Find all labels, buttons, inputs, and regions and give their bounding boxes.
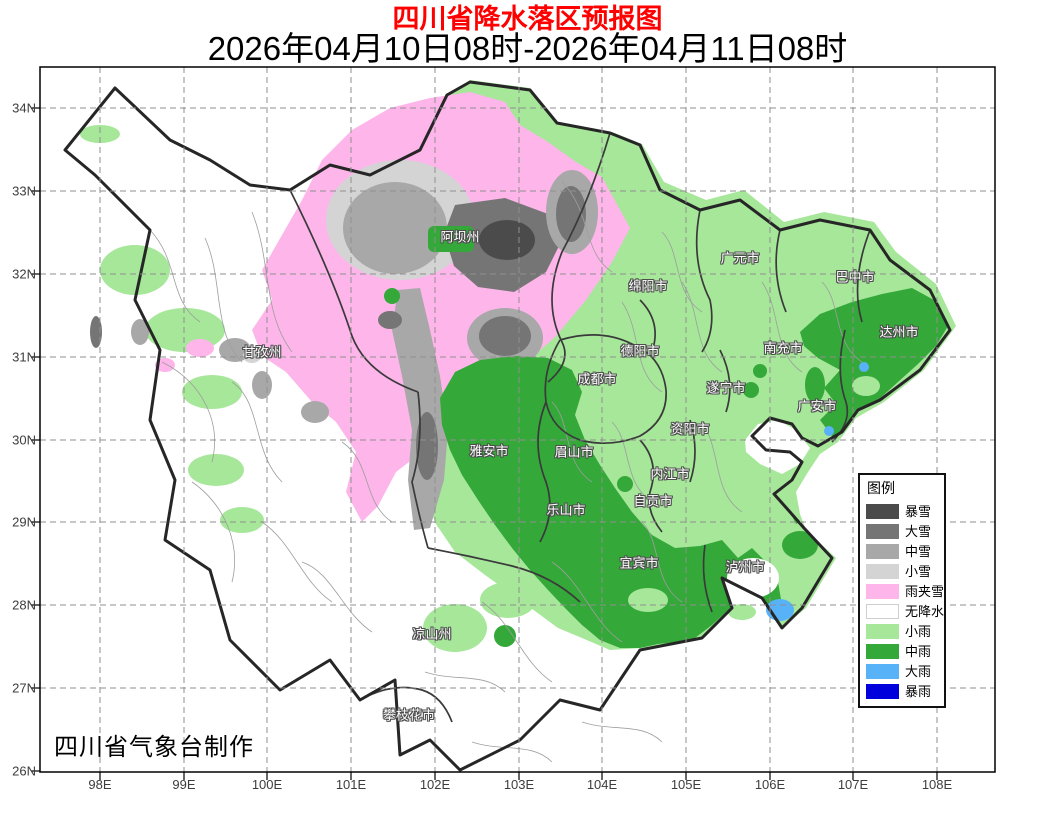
city-label: 自贡市 xyxy=(633,493,673,509)
snow-layer xyxy=(90,160,598,530)
legend-item: 雨夹雪 xyxy=(866,583,944,599)
legend-swatch xyxy=(866,543,899,559)
legend-swatch xyxy=(866,663,899,679)
city-label: 阿坝州 xyxy=(440,229,480,245)
legend-item: 暴雨 xyxy=(866,683,939,699)
city-label: 广元市 xyxy=(720,250,760,266)
lon-tick-label: 106E xyxy=(754,777,786,792)
legend-swatch xyxy=(866,623,899,639)
city-label: 雅安市 xyxy=(469,443,509,459)
lat-tick-label: 31N xyxy=(12,349,36,365)
map-frame xyxy=(39,66,996,773)
legend-swatch xyxy=(866,603,899,619)
city-label: 成都市 xyxy=(577,371,617,387)
legend-item: 大雪 xyxy=(866,523,939,539)
credit-text: 四川省气象台制作 xyxy=(54,734,254,761)
city-label: 内江市 xyxy=(650,466,690,482)
legend-item: 暴雪 xyxy=(866,503,939,519)
legend-item-label: 雨夹雪 xyxy=(905,583,945,599)
legend-item: 小雪 xyxy=(866,563,939,579)
legend-swatch xyxy=(866,683,899,699)
city-label: 广安市 xyxy=(797,398,837,414)
lon-tick-label: 108E xyxy=(921,777,953,792)
legend-title: 图例 xyxy=(867,480,895,496)
legend-item-label: 小雨 xyxy=(905,623,932,639)
legend-item: 中雨 xyxy=(866,643,939,659)
legend-swatch xyxy=(866,643,899,659)
legend-item: 大雨 xyxy=(866,663,939,679)
city-label: 乐山市 xyxy=(546,502,586,518)
lat-tick-label: 26N xyxy=(12,763,36,779)
lon-tick-label: 103E xyxy=(503,777,535,792)
city-label: 德阳市 xyxy=(620,343,660,359)
city-label: 遂宁市 xyxy=(706,380,746,396)
legend-item: 小雨 xyxy=(866,623,939,639)
axis-ticks xyxy=(31,107,938,780)
legend-swatch xyxy=(866,503,899,519)
lon-tick-label: 107E xyxy=(837,777,869,792)
latlon-grid xyxy=(40,67,995,772)
lon-tick-label: 102E xyxy=(419,777,451,792)
map-layers xyxy=(40,67,995,772)
legend-item-label: 中雨 xyxy=(905,643,932,659)
legend-item-label: 暴雨 xyxy=(905,683,932,699)
legend-item: 中雪 xyxy=(866,543,939,559)
city-label: 泸州市 xyxy=(725,559,765,575)
county-boundaries xyxy=(149,181,863,763)
legend-item-label: 无降水 xyxy=(905,603,945,619)
lon-tick-label: 104E xyxy=(586,777,618,792)
lat-tick-label: 34N xyxy=(12,100,36,116)
lat-tick-label: 28N xyxy=(12,597,36,613)
lon-tick-label: 101E xyxy=(335,777,367,792)
legend-item: 无降水 xyxy=(866,603,944,619)
legend: 图例 暴雪大雪中雪小雪雨夹雪无降水小雨中雨大雨暴雨 xyxy=(858,473,946,709)
city-label: 达州市 xyxy=(879,324,919,340)
lon-tick-label: 100E xyxy=(251,777,283,792)
forecast-period: 2026年04月10日08时-2026年04月11日08时 xyxy=(207,30,848,67)
lat-tick-label: 30N xyxy=(12,432,36,448)
legend-item-label: 小雪 xyxy=(905,563,932,579)
lon-tick-label: 98E xyxy=(88,777,112,792)
city-label: 南充市 xyxy=(763,340,803,356)
legend-item-label: 暴雪 xyxy=(905,503,932,519)
city-label: 绵阳市 xyxy=(628,278,668,294)
city-label: 巴中市 xyxy=(835,269,875,285)
lat-tick-label: 33N xyxy=(12,183,36,199)
city-label: 宜宾市 xyxy=(619,555,659,571)
legend-item-label: 大雨 xyxy=(905,663,932,679)
lat-tick-label: 29N xyxy=(12,514,36,530)
lon-tick-label: 99E xyxy=(172,777,196,792)
prefecture-boundaries xyxy=(289,132,871,723)
lat-tick-label: 27N xyxy=(12,680,36,696)
city-label: 攀枝花市 xyxy=(382,707,436,723)
page-title: 四川省降水落区预报图 xyxy=(392,4,663,34)
city-label: 凉山州 xyxy=(412,626,452,642)
city-label: 甘孜州 xyxy=(242,344,282,360)
legend-swatch xyxy=(866,583,899,599)
lon-tick-label: 105E xyxy=(670,777,702,792)
legend-swatch xyxy=(866,523,899,539)
legend-item-label: 大雪 xyxy=(905,523,932,539)
legend-items: 暴雪大雪中雪小雪雨夹雪无降水小雨中雨大雨暴雨 xyxy=(866,503,944,699)
lat-tick-label: 32N xyxy=(12,266,36,282)
legend-swatch xyxy=(866,563,899,579)
city-label: 眉山市 xyxy=(554,444,594,460)
city-label: 资阳市 xyxy=(670,421,710,437)
legend-item-label: 中雪 xyxy=(905,543,932,559)
province-border xyxy=(63,80,952,772)
